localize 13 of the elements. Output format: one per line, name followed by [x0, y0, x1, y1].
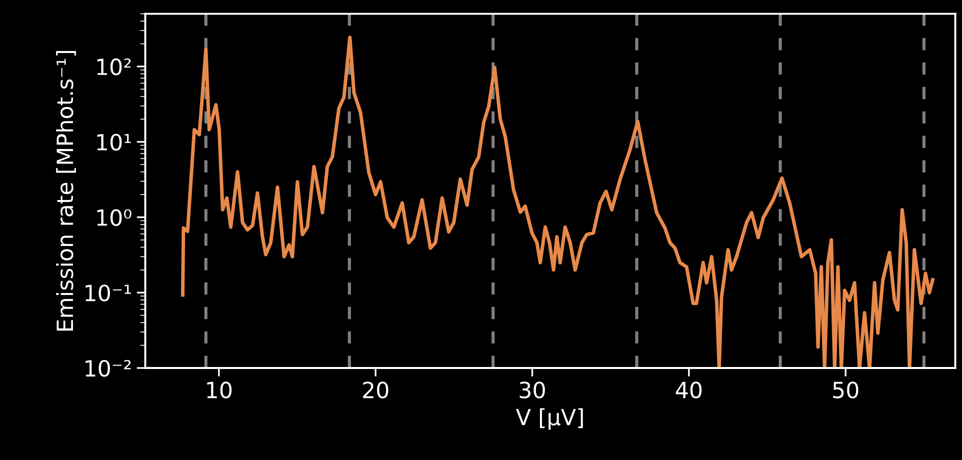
y-tick-label: 10² [97, 58, 131, 76]
y-axis-title: Emission rate [MPhot.s⁻¹] [56, 50, 76, 331]
x-tick-label: 40 [676, 382, 702, 398]
x-tick-label: 30 [520, 382, 545, 398]
y-tick-label: 10⁰ [97, 209, 132, 226]
x-axis-title: V [μV] [516, 408, 583, 430]
x-tick-label: 20 [363, 382, 388, 398]
x-tick-label: 10 [207, 382, 232, 398]
y-tick-label: 10⁻¹ [86, 284, 131, 302]
line-series [180, 36, 934, 368]
y-tick-label: 10¹ [97, 134, 131, 151]
x-tick-label: 50 [833, 382, 858, 398]
y-tick-label: 10⁻² [86, 360, 131, 377]
